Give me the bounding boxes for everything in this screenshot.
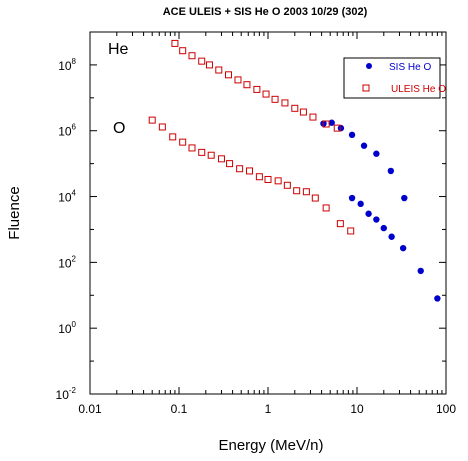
point-uleis-he-o [309, 113, 317, 121]
point-uleis-he-o [264, 175, 272, 183]
point-uleis-he-o [253, 85, 261, 93]
x-tick-label: 0.01 [78, 402, 102, 416]
legend-label-sis: SIS He O [389, 62, 431, 73]
point-uleis-he-o [302, 188, 310, 196]
point-sis-he-o [360, 142, 368, 149]
point-uleis-he-o [333, 124, 341, 132]
point-sis-he-o [373, 150, 380, 157]
legend-label-uleis: ULEIS He O [391, 84, 446, 95]
x-tick-labels: 0.01 0.1 1 10 100 [78, 402, 456, 416]
point-uleis-he-o [293, 187, 301, 195]
legend-box [343, 57, 441, 99]
point-uleis-he-o [169, 133, 177, 141]
y-tick-labels: 10-2 100 102 104 106 108 [56, 57, 77, 402]
point-uleis-he-o [347, 227, 355, 235]
legend-marker-uleis [362, 84, 370, 92]
point-uleis-he-o [274, 177, 282, 185]
data-points [148, 39, 441, 302]
point-sis-he-o [328, 119, 335, 126]
point-uleis-he-o [215, 66, 223, 74]
point-sis-he-o [399, 244, 407, 252]
y-tick-label: 104 [58, 189, 76, 205]
annotation-o: O [113, 120, 125, 137]
x-tick-label: 0.1 [171, 402, 188, 416]
point-uleis-he-o [205, 61, 213, 69]
point-sis-he-o [373, 216, 380, 223]
point-uleis-he-o [225, 71, 233, 79]
point-uleis-he-o [179, 138, 187, 146]
point-uleis-he-o [198, 148, 206, 156]
point-uleis-he-o [198, 57, 206, 65]
point-sis-he-o [357, 200, 364, 208]
point-uleis-he-o [226, 160, 234, 168]
y-tick-label: 10-2 [56, 386, 77, 402]
point-uleis-he-o [246, 167, 254, 175]
point-uleis-he-o [281, 99, 289, 107]
legend: SIS He O ULEIS He O [343, 57, 446, 99]
point-uleis-he-o [291, 104, 299, 112]
x-tick-label: 100 [436, 402, 456, 416]
point-sis-he-o [434, 295, 441, 302]
y-tick-label: 102 [58, 254, 76, 270]
point-uleis-he-o [158, 123, 166, 131]
y-tick-label: 106 [58, 123, 76, 139]
legend-marker-sis [366, 63, 372, 69]
point-sis-he-o [365, 210, 372, 217]
point-uleis-he-o [299, 108, 307, 116]
point-uleis-he-o [188, 144, 196, 152]
point-sis-he-o [401, 194, 408, 202]
y-tick-label: 100 [58, 320, 76, 336]
point-uleis-he-o [171, 39, 179, 47]
y-tick-label: 108 [58, 57, 76, 73]
point-uleis-he-o [236, 165, 244, 173]
point-uleis-he-o [322, 120, 330, 128]
point-uleis-he-o [188, 52, 196, 60]
annotation-he: He [108, 41, 129, 58]
point-sis-he-o [337, 124, 345, 132]
axis-ticks [89, 31, 446, 395]
x-tick-label: 10 [350, 402, 364, 416]
point-uleis-he-o [283, 181, 291, 189]
point-sis-he-o [348, 194, 356, 202]
point-sis-he-o [387, 167, 395, 175]
x-tick-label: 1 [265, 402, 272, 416]
point-uleis-he-o [271, 95, 279, 103]
point-uleis-he-o [262, 90, 270, 98]
chart-title: ACE ULEIS + SIS He O 2003 10/29 (302) [163, 6, 368, 18]
point-uleis-he-o [179, 47, 187, 55]
point-sis-he-o [348, 131, 356, 139]
point-uleis-he-o [322, 204, 330, 212]
point-uleis-he-o [148, 116, 156, 124]
point-uleis-he-o [311, 194, 319, 202]
point-sis-he-o [388, 233, 395, 240]
point-uleis-he-o [243, 81, 251, 89]
point-uleis-he-o [217, 155, 225, 163]
point-uleis-he-o [207, 151, 215, 159]
point-uleis-he-o [255, 173, 263, 181]
x-axis-title: Energy (MeV/n) [218, 437, 323, 454]
point-sis-he-o [417, 267, 424, 275]
point-uleis-he-o [336, 220, 344, 228]
point-uleis-he-o [234, 76, 242, 84]
point-sis-he-o [380, 224, 387, 232]
y-axis-title: Fluence [6, 186, 23, 239]
